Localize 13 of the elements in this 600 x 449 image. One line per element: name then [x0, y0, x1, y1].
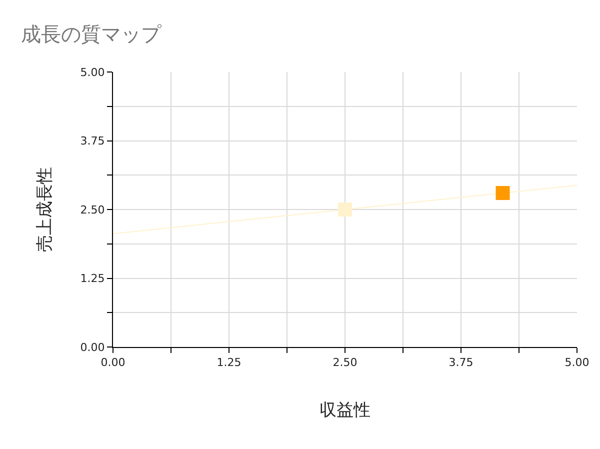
y-axis-title: 売上成長性 — [34, 167, 55, 252]
y-tick-label: 0.00 — [80, 340, 105, 354]
y-tick-label: 3.75 — [80, 134, 105, 148]
x-tick-label: 5.00 — [564, 356, 590, 370]
y-tick-label: 5.00 — [80, 66, 105, 79]
x-tick-label: 1.25 — [216, 356, 242, 370]
y-tick-label: 2.50 — [80, 203, 105, 216]
y-tick-label: 1.25 — [80, 272, 105, 286]
x-axis-title: 収益性 — [320, 400, 370, 421]
x-tick-label: 2.50 — [332, 356, 358, 370]
x-tick-label: 3.75 — [448, 356, 474, 370]
x-tick-label: 0.00 — [100, 356, 126, 370]
chart-title: 成長の質マップ — [21, 22, 162, 46]
